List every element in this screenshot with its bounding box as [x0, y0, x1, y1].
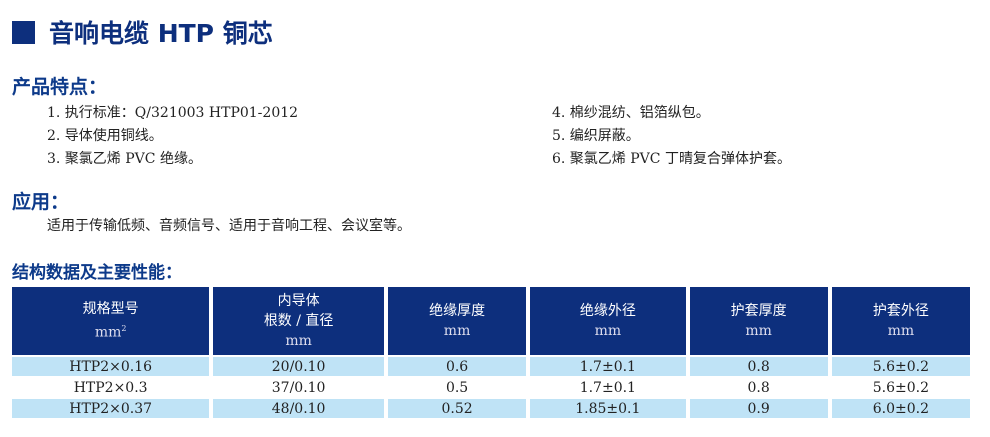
cell: 1.85±0.1 — [530, 399, 686, 418]
spec-table: 规格型号 mm2 内导体 根数 / 直径 mm 绝缘厚度 mm 绝缘外径 mm 护套厚度 m… — [8, 285, 974, 420]
header-sheath-od: 护套外径 mm — [831, 287, 970, 355]
cell: HTP2×0.37 — [12, 399, 210, 418]
feature-item: 1. 执行标准：Q/321003 HTP01-2012 — [47, 105, 299, 121]
table-header-row: 规格型号 mm2 内导体 根数 / 直径 mm 绝缘厚度 mm 绝缘外径 mm 护套厚度 m… — [12, 287, 970, 355]
table-row: HTP2×0.37 48/0.10 0.52 1.85±0.1 0.9 6.0±0.2 — [12, 399, 970, 418]
header-insulation-od: 绝缘外径 mm — [530, 287, 686, 355]
header-text: 根数 / 直径 — [263, 313, 334, 329]
cell: 20/0.10 — [213, 357, 384, 376]
header-model: 规格型号 mm2 — [12, 287, 210, 355]
header-text: 2 — [121, 324, 127, 334]
feature-item: 3. 聚氯乙烯 PVC 绝缘。 — [47, 151, 202, 167]
cell: 0.8 — [747, 379, 770, 396]
header-sheath-thickness: 护套厚度 mm — [689, 287, 828, 355]
cell: 0.9 — [689, 399, 828, 418]
header-text: mm — [887, 323, 915, 339]
header-text: mm — [94, 324, 122, 341]
header-text: mm — [745, 323, 772, 339]
page-title: 音响电缆 HTP 铜芯 — [12, 14, 273, 50]
feature-item: 2. 导体使用铜线。 — [47, 128, 163, 144]
cell: 5.6±0.2 — [831, 357, 970, 376]
table-row: HTP2×0.16 20/0.10 0.6 1.7±0.1 0.8 5.6±0.2 — [12, 357, 970, 376]
feature-item: 6. 聚氯乙烯 PVC 丁晴复合弹体护套。 — [552, 151, 791, 167]
header-conductor: 内导体根数 / 直径 mm — [213, 287, 384, 355]
header-text: 规格型号 — [82, 301, 139, 318]
cell: 48/0.10 — [213, 399, 384, 418]
cell: 0.6 — [387, 357, 527, 376]
table-heading: 结构数据及主要性能： — [12, 263, 182, 283]
header-insulation-thickness: 绝缘厚度 mm — [387, 287, 527, 355]
feature-item: 4. 棉纱混纺、铝箔纵包。 — [552, 105, 710, 121]
header-text: 护套外径 — [872, 303, 929, 319]
cell: 6.0±0.2 — [831, 399, 970, 418]
header-text: mm — [285, 333, 312, 349]
square-bullet-icon — [12, 20, 35, 44]
title-text: 音响电缆 HTP 铜芯 — [49, 19, 273, 48]
header-text: 内导体 — [277, 293, 320, 309]
cell: 5.6±0.2 — [872, 379, 929, 396]
table-row: HTP2×0.3 37/0.10 0.5 1.7±0.1 0.8 5.6±0.2 — [12, 378, 970, 397]
header-text: 护套厚度 — [730, 303, 787, 319]
header-text: mm — [443, 323, 471, 339]
cell: 37/0.10 — [271, 379, 326, 396]
cell: 1.7±0.1 — [530, 357, 686, 376]
header-text: 绝缘外径 — [579, 303, 636, 319]
cell: 0.8 — [689, 357, 828, 376]
application-heading: 应用： — [12, 191, 70, 213]
feature-item: 5. 编织屏蔽。 — [552, 128, 640, 144]
header-text: mm — [594, 323, 622, 339]
cell: 1.7±0.1 — [579, 379, 636, 396]
cell: 0.5 — [445, 379, 469, 396]
features-heading: 产品特点： — [12, 76, 108, 98]
header-text: 绝缘厚度 — [429, 303, 486, 319]
header-text: mm2 — [13, 319, 208, 343]
application-text: 适用于传输低频、音频信号、适用于音响工程、会议室等。 — [47, 218, 411, 234]
cell: 0.52 — [387, 399, 527, 418]
cell: HTP2×0.3 — [73, 379, 148, 396]
cell: HTP2×0.16 — [12, 357, 210, 376]
